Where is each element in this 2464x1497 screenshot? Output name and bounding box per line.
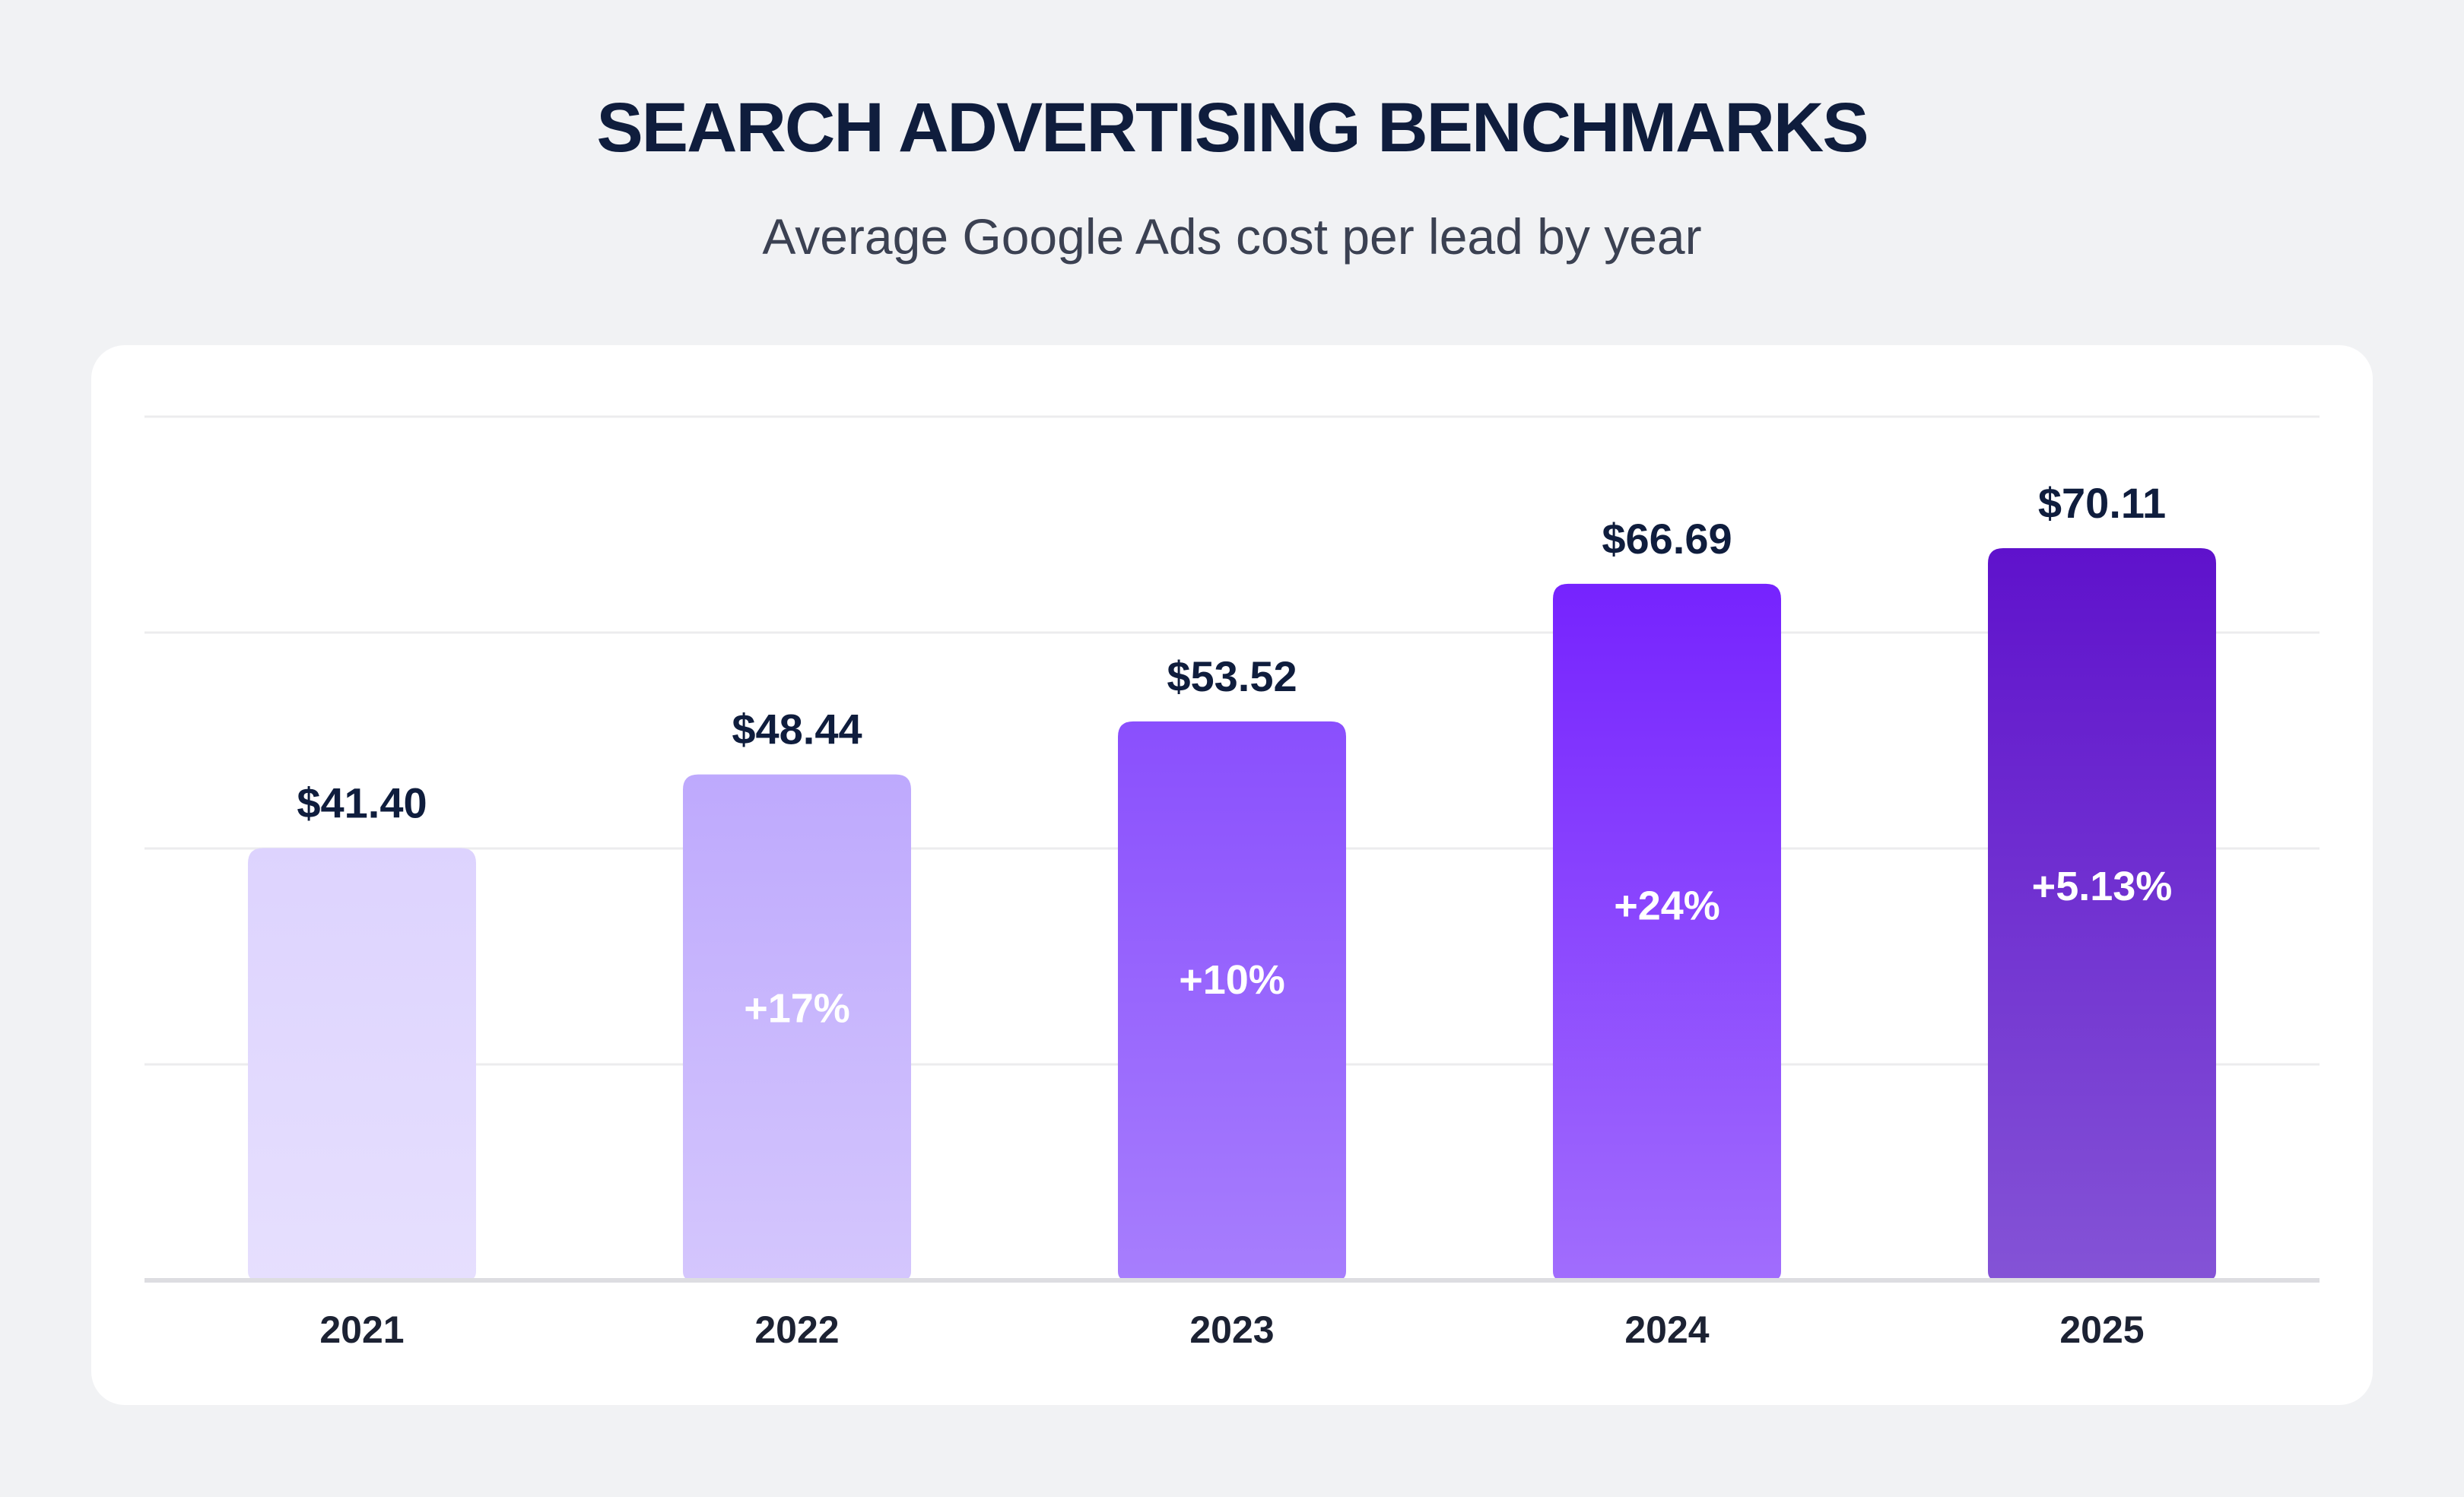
x-tick-label-2023: 2023 xyxy=(1189,1308,1274,1351)
chart-title: SEARCH ADVERTISING BENCHMARKS xyxy=(596,89,1869,167)
chart-subtitle: Average Google Ads cost per lead by year xyxy=(762,208,1702,265)
bar-2023 xyxy=(1118,721,1346,1280)
x-tick-label-2024: 2024 xyxy=(1624,1308,1709,1351)
value-label-2022: $48.44 xyxy=(732,706,862,753)
bars xyxy=(248,547,2216,1280)
x-tick-label-2021: 2021 xyxy=(319,1308,404,1351)
change-label-2025: +5.13% xyxy=(2032,864,2173,909)
value-label-2021: $41.40 xyxy=(297,779,427,826)
value-label-2023: $53.52 xyxy=(1167,652,1297,700)
bar-2021 xyxy=(248,848,476,1280)
change-label-2024: +24% xyxy=(1614,883,1720,928)
x-tick-labels: 2021 2022 2023 2024 2025 xyxy=(319,1308,2144,1351)
bar-2024 xyxy=(1553,583,1781,1280)
x-tick-label-2022: 2022 xyxy=(754,1308,839,1351)
change-label-2022: +17% xyxy=(744,986,850,1032)
bar-2022 xyxy=(683,774,911,1280)
value-labels: $41.40 $48.44 $53.52 $66.69 $70.11 xyxy=(297,479,2166,826)
value-label-2024: $66.69 xyxy=(1602,515,1732,563)
bar-2025 xyxy=(1988,547,2216,1280)
change-labels: +17% +10% +24% +5.13% xyxy=(744,864,2172,1032)
gridlines xyxy=(144,415,2320,1066)
value-label-2025: $70.11 xyxy=(2038,479,2166,527)
change-label-2023: +10% xyxy=(1179,957,1285,1003)
x-tick-label-2025: 2025 xyxy=(2059,1308,2144,1351)
